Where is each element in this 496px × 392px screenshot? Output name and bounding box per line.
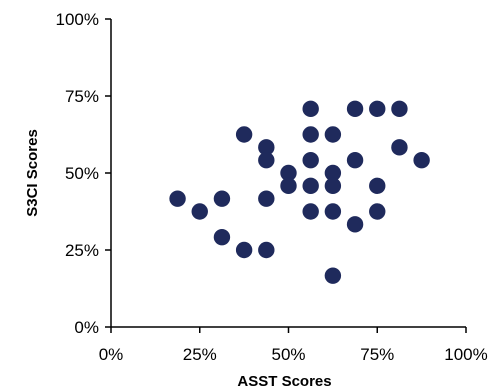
x-tick-label: 0% (99, 345, 124, 364)
data-point (258, 139, 275, 156)
y-tick-label: 50% (65, 164, 99, 183)
data-point (391, 100, 408, 118)
data-point (324, 126, 342, 143)
data-point (258, 151, 275, 169)
data-point (280, 177, 297, 195)
data-point (324, 203, 342, 220)
y-tick-label: 100% (56, 10, 99, 29)
data-point (413, 151, 430, 169)
x-tick-label: 100% (444, 345, 487, 364)
x-axis-title: ASST Scores (237, 373, 331, 390)
x-tick-label: 75% (360, 345, 394, 364)
data-point (346, 151, 364, 169)
y-tick-label: 0% (74, 318, 99, 337)
y-axis-title: S3CI Scores (24, 129, 41, 217)
data-points (169, 100, 430, 284)
data-point (391, 139, 408, 156)
x-tick-label: 50% (271, 345, 305, 364)
data-point (169, 190, 186, 207)
data-point (213, 228, 231, 246)
data-point (324, 177, 342, 195)
data-point (302, 177, 319, 195)
data-point (302, 100, 319, 118)
ticks: 0% 25% 50% 75% 100% 0% 25% 50% 75% 100% (56, 10, 488, 364)
y-tick-label: 75% (65, 87, 99, 106)
data-point (369, 100, 386, 118)
data-point (213, 190, 231, 207)
data-point (324, 164, 342, 182)
data-point (302, 203, 319, 220)
x-tick-label: 25% (183, 345, 217, 364)
data-point (280, 164, 297, 182)
data-point (369, 177, 386, 195)
data-point (235, 126, 253, 143)
y-tick-label: 25% (65, 241, 99, 260)
data-point (324, 267, 342, 284)
data-point (258, 190, 275, 207)
data-point (235, 241, 253, 259)
data-point (302, 151, 319, 169)
data-point (346, 216, 364, 233)
data-point (346, 100, 364, 118)
data-point (302, 126, 319, 143)
data-point (191, 203, 208, 220)
data-point (369, 203, 386, 220)
data-point (258, 241, 275, 259)
